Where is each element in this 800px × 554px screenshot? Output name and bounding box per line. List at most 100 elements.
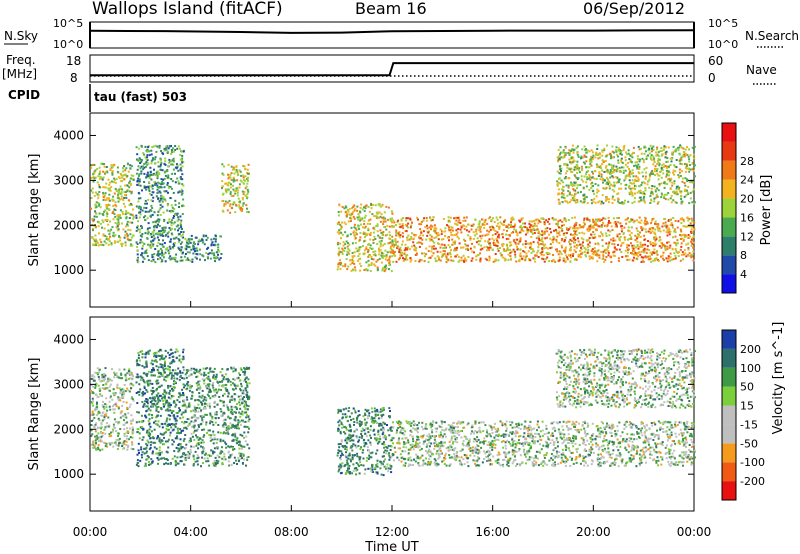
echo-point <box>189 259 192 262</box>
echo-point <box>101 379 104 382</box>
echo-point <box>479 230 482 233</box>
echo-point <box>105 211 108 214</box>
echo-point <box>126 175 129 177</box>
echo-point <box>587 227 590 229</box>
echo-point <box>159 165 162 168</box>
echo-point <box>143 163 146 166</box>
echo-point <box>146 210 149 213</box>
echo-point <box>95 434 98 437</box>
echo-point <box>479 252 482 255</box>
echo-point <box>617 257 620 260</box>
echo-point <box>573 227 576 230</box>
echo-point <box>649 243 652 246</box>
echo-point <box>514 256 517 259</box>
echo-point <box>602 253 605 256</box>
echo-point <box>612 251 615 254</box>
echo-point <box>460 231 463 234</box>
echo-point <box>145 398 148 400</box>
echo-point <box>587 249 590 251</box>
echo-point <box>114 178 116 181</box>
echo-point <box>685 255 688 258</box>
echo-point <box>391 235 394 238</box>
echo-point <box>573 199 576 202</box>
echo-point <box>679 162 682 165</box>
echo-point <box>141 260 144 263</box>
echo-point <box>578 171 581 174</box>
echo-point <box>401 235 404 238</box>
echo-point <box>478 221 481 224</box>
echo-point <box>657 259 660 262</box>
echo-point <box>571 216 574 219</box>
echo-point <box>138 393 141 396</box>
echo-point <box>139 238 142 241</box>
echo-point <box>97 439 100 442</box>
echo-point <box>173 377 176 380</box>
echo-point <box>149 166 152 169</box>
echo-point <box>657 160 659 162</box>
echo-point <box>375 211 378 214</box>
echo-point <box>92 379 95 382</box>
echo-point <box>179 158 182 161</box>
echo-point <box>126 448 129 451</box>
echo-point <box>112 195 115 198</box>
echo-point <box>690 180 693 183</box>
echo-point <box>142 380 145 383</box>
echo-point <box>151 414 153 416</box>
echo-point <box>562 234 565 236</box>
echo-point <box>510 221 513 224</box>
echo-point <box>168 158 171 161</box>
echo-point <box>91 374 94 376</box>
echo-point <box>182 348 185 351</box>
echo-point <box>353 226 356 229</box>
echo-point <box>581 148 584 151</box>
echo-point <box>675 201 678 204</box>
echo-point <box>171 187 173 190</box>
echo-point <box>575 221 578 224</box>
echo-point <box>151 460 154 463</box>
echo-point <box>535 237 538 240</box>
echo-point <box>96 396 99 399</box>
echo-point <box>222 210 225 213</box>
echo-point <box>453 217 456 220</box>
echo-point <box>401 243 403 246</box>
echo-point <box>149 171 152 174</box>
echo-point <box>514 253 517 256</box>
echo-point <box>572 197 575 200</box>
echo-point <box>618 201 621 204</box>
echo-point <box>487 217 490 220</box>
echo-point <box>624 169 627 172</box>
echo-point <box>499 252 502 255</box>
echo-point <box>662 229 665 232</box>
echo-point <box>168 227 171 229</box>
echo-point <box>93 244 96 247</box>
echo-point <box>595 251 598 254</box>
echo-point <box>125 376 128 379</box>
echo-point <box>389 218 392 221</box>
echo-point <box>156 219 159 222</box>
echo-point <box>145 252 148 254</box>
echo-point <box>606 153 609 156</box>
echo-point <box>100 394 103 397</box>
echo-point <box>117 214 120 217</box>
echo-point <box>405 219 408 222</box>
echo-point <box>617 192 620 195</box>
echo-point <box>98 185 101 188</box>
echo-point <box>181 192 184 195</box>
echo-point <box>551 239 554 242</box>
echo-point <box>610 238 613 241</box>
echo-point <box>657 201 660 204</box>
echo-point <box>475 258 478 261</box>
echo-point <box>135 146 138 149</box>
echo-point <box>95 240 98 243</box>
echo-point <box>411 221 413 224</box>
echo-point <box>242 182 245 185</box>
echo-point <box>555 240 558 243</box>
echo-point <box>590 182 593 185</box>
echo-point <box>102 213 105 216</box>
echo-point <box>405 256 408 259</box>
echo-point <box>673 182 676 185</box>
echo-point <box>654 165 657 168</box>
echo-point <box>119 377 122 380</box>
echo-point <box>99 380 102 383</box>
echo-point <box>118 387 121 390</box>
